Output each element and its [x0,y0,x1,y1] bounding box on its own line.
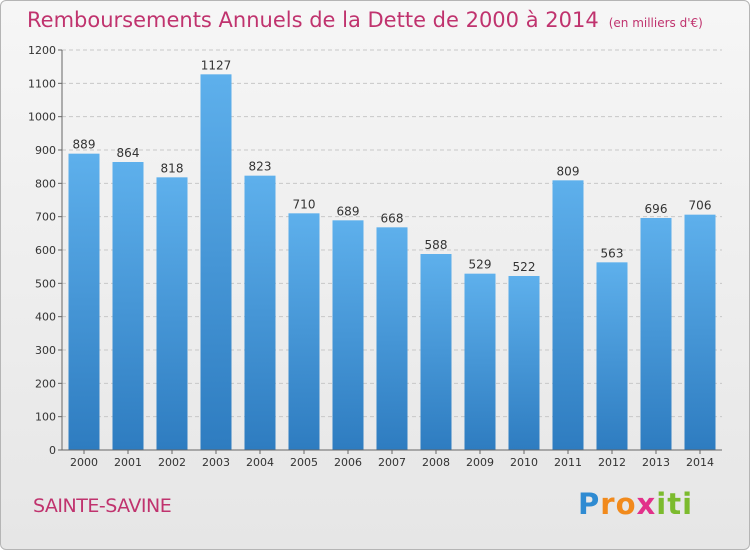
bar [552,180,584,451]
y-tick-label: 1100 [28,77,56,90]
y-tick-label: 1000 [28,111,56,124]
chart-title-text: Remboursements Annuels de la Dette de 20… [27,8,599,32]
bar [420,254,452,450]
y-tick-label: 1200 [28,44,56,57]
x-tick-label: 2010 [510,456,538,469]
logo-letter: t [667,487,683,521]
y-tick-label: 500 [35,277,56,290]
bar-value-label: 668 [381,211,404,225]
bar [508,276,540,450]
y-tick-label: 800 [35,177,56,190]
x-tick-label: 2014 [686,456,714,469]
proxiti-logo[interactable]: Proxiti [578,487,693,521]
bar [640,218,672,450]
bar [684,214,716,450]
x-tick-label: 2000 [70,456,98,469]
x-tick-label: 2007 [378,456,406,469]
x-tick-label: 2005 [290,456,318,469]
bar [200,74,232,450]
bar-value-label: 809 [557,164,580,178]
chart-unit: (en milliers d'€) [608,16,703,30]
x-tick-label: 2004 [246,456,274,469]
y-tick-label: 200 [35,377,56,390]
bar-value-label: 588 [425,238,448,252]
logo-letter: P [578,487,601,521]
x-tick-label: 2006 [334,456,362,469]
bar-value-label: 563 [601,246,624,260]
logo-letter: x [636,487,657,521]
x-tick-label: 2009 [466,456,494,469]
bar-value-label: 689 [337,204,360,218]
bar [156,177,188,451]
logo-letter: o [615,487,637,521]
bar-value-label: 864 [117,146,140,160]
bar [288,213,320,450]
bar [112,162,144,450]
bar [596,262,628,450]
bar-value-label: 1127 [201,58,232,72]
x-tick-label: 2011 [554,456,582,469]
bar [68,153,100,450]
bar [332,220,364,450]
y-tick-label: 100 [35,411,56,424]
chart-title: Remboursements Annuels de la Dette de 20… [27,8,703,32]
bar [244,175,276,450]
y-tick-label: 300 [35,344,56,357]
logo-letter: i [682,487,694,521]
x-tick-label: 2001 [114,456,142,469]
place-name: SAINTE-SAVINE [33,495,172,517]
x-tick-label: 2008 [422,456,450,469]
x-tick-label: 2013 [642,456,670,469]
bar-value-label: 818 [161,161,184,175]
y-tick-label: 700 [35,211,56,224]
bar-value-label: 706 [689,199,712,213]
bar-value-label: 823 [249,160,272,174]
bar-value-label: 889 [73,138,96,152]
x-tick-label: 2012 [598,456,626,469]
bar-value-label: 710 [293,197,316,211]
bar [376,227,408,450]
y-tick-label: 0 [49,444,56,457]
bar-value-label: 522 [513,260,536,274]
y-tick-label: 900 [35,144,56,157]
logo-letter: r [600,487,616,521]
x-tick-label: 2002 [158,456,186,469]
bar [464,273,496,450]
y-tick-label: 600 [35,244,56,257]
logo-letter: i [656,487,668,521]
y-tick-label: 400 [35,311,56,324]
bar-value-label: 529 [469,258,492,272]
x-tick-label: 2003 [202,456,230,469]
bar-value-label: 696 [645,202,668,216]
